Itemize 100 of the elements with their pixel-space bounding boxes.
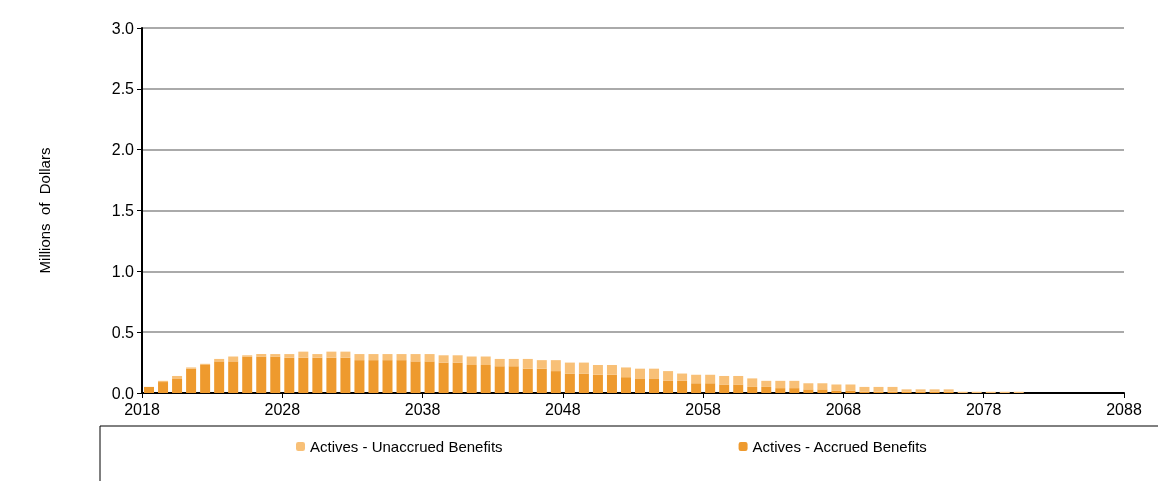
legend-label: Actives - Unaccrued Benefits [310,438,503,455]
x-tick-label: 2088 [1106,400,1142,418]
bar [396,354,407,361]
legend-label: Actives - Accrued Benefits [752,438,927,455]
bar [649,368,660,379]
y-tick-label: 1.5 [111,202,135,219]
bar [761,386,772,393]
bar [452,362,463,393]
bar [494,358,505,367]
bar [242,356,253,393]
bar [326,351,337,358]
x-tick-label: 2078 [965,400,1002,418]
bar [228,361,239,393]
bar [831,384,842,391]
bar [424,361,435,393]
bar [803,383,814,390]
bar [789,388,800,393]
bar [705,383,716,393]
bar [564,373,575,393]
bar [663,371,674,381]
bar [873,386,884,392]
bar [368,354,379,361]
bar [705,374,716,384]
bar [480,356,491,366]
bar [719,375,730,385]
bar [494,366,505,393]
y-tick-label: 0.0 [111,384,135,402]
bar [887,386,898,392]
bar [663,380,674,393]
bar [508,366,519,393]
bar [592,374,603,393]
bar [298,357,309,393]
bar [144,386,155,393]
bar [775,388,786,393]
y-tick-label: 1.0 [111,262,135,280]
bar [817,383,828,390]
bar [536,360,547,369]
bar [536,368,547,393]
bar [382,354,393,361]
bar [649,378,660,393]
bar [508,358,519,367]
bar [284,357,295,393]
bar [578,373,589,393]
bar [270,354,281,357]
bar [677,373,688,381]
bar [452,355,463,363]
bar [466,356,477,366]
bar [550,360,561,372]
bar [550,371,561,393]
bar [606,374,617,393]
bar [284,354,295,358]
bar [214,361,225,393]
bar [620,367,631,378]
bar [522,368,533,393]
bar [382,360,393,393]
bar [256,356,267,393]
bar [340,351,351,358]
bar [859,386,870,392]
bar [578,362,589,374]
bar [691,374,702,384]
y-tick-label: 0.5 [111,323,135,341]
y-tick-label: 2.0 [111,141,135,159]
bar [620,377,631,393]
bar [312,354,323,358]
bar [354,360,365,393]
y-tick-label: 3.0 [111,19,135,37]
bar [789,380,800,389]
bar [733,375,744,385]
bar [172,378,183,393]
y-tick-label: 2.5 [111,80,135,98]
bar [186,368,197,393]
bar [200,365,211,393]
bar [606,365,617,375]
bar [845,384,856,391]
bar [592,365,603,375]
bar [396,360,407,393]
bar [677,380,688,393]
bar [368,360,379,393]
bar [691,383,702,393]
bar [480,365,491,393]
bar [424,354,435,362]
bar [635,368,646,379]
bar [438,355,449,363]
bar [719,384,730,393]
bar [817,389,828,393]
bar [564,362,575,374]
bar [340,357,351,393]
bar [410,354,421,362]
x-tick-label: 2048 [545,400,581,418]
bar [775,380,786,389]
bar [803,389,814,393]
bar [158,382,169,393]
bar [761,380,772,387]
bar [522,358,533,369]
bar [312,357,323,393]
x-tick-label: 2018 [124,400,160,418]
bar [298,351,309,358]
bar [747,378,758,387]
x-tick-label: 2068 [825,400,862,418]
bar [326,357,337,393]
